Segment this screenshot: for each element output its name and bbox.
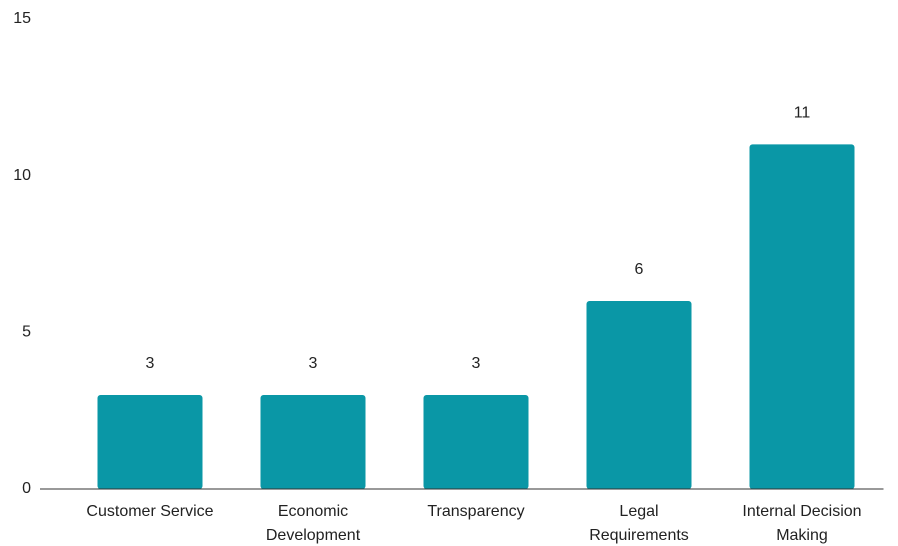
data-label: 11: [794, 105, 811, 122]
x-tick-label: Internal Decision Making: [742, 503, 861, 544]
data-label: 3: [146, 355, 155, 372]
x-tick-label: Transparency: [427, 503, 524, 520]
bar: [749, 144, 855, 490]
bar: [586, 301, 692, 489]
data-label: 3: [472, 355, 481, 372]
bar: [97, 395, 203, 489]
data-label: 6: [635, 261, 644, 278]
y-tick-label: 0: [22, 480, 31, 497]
data-label: 3: [309, 355, 318, 372]
bar: [260, 395, 366, 489]
y-tick-label: 5: [22, 324, 31, 341]
x-tick-label: Legal Requirements: [589, 503, 689, 544]
y-tick-label: 10: [13, 167, 31, 184]
x-tick-label: Economic Development: [266, 503, 361, 544]
x-tick-label: Customer Service: [86, 503, 213, 520]
bar: [423, 395, 529, 489]
y-tick-label: 15: [13, 10, 31, 27]
